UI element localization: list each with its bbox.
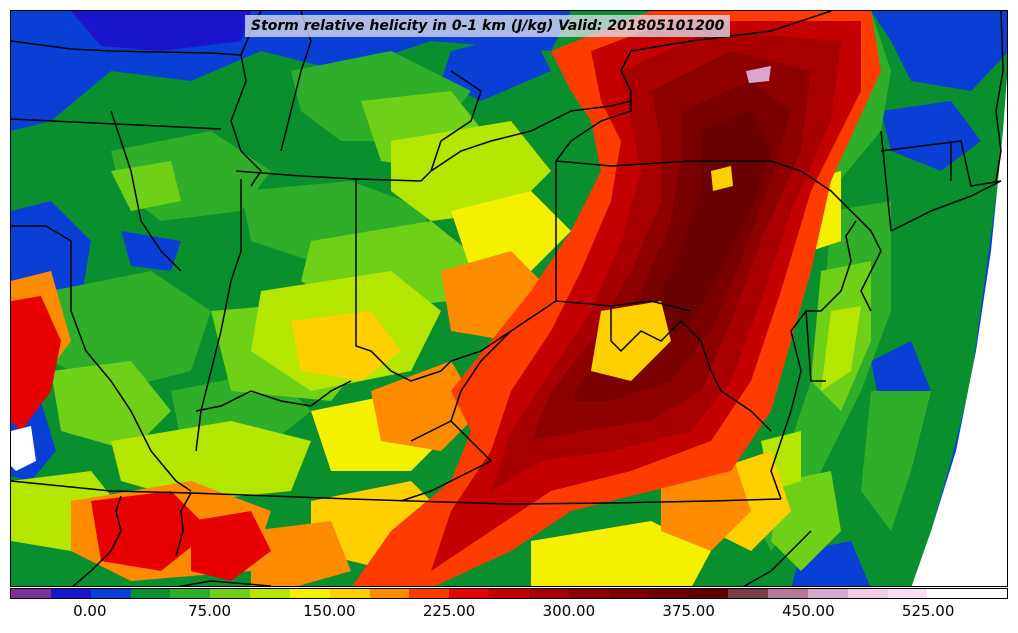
colorbar-swatch (289, 589, 330, 598)
colorbar-swatch (210, 589, 251, 598)
colorbar-tick-label: 150.00 (303, 602, 356, 620)
colorbar-swatch (608, 589, 649, 598)
map-frame (10, 10, 1008, 587)
colorbar-swatch (250, 589, 290, 598)
colorbar-tick-label: 525.00 (901, 602, 955, 620)
colorbar-swatch (648, 589, 689, 598)
colorbar-swatch (768, 589, 808, 598)
colorbar-tick-label: 450.00 (782, 602, 835, 620)
colorbar-swatch (130, 589, 171, 598)
colorbar-swatch (807, 589, 848, 598)
colorbar-swatch (449, 589, 490, 598)
colorbar-swatch (369, 589, 410, 598)
colorbar-swatch (329, 589, 370, 598)
colorbar (10, 588, 1008, 599)
colorbar-swatch (927, 589, 968, 598)
colorbar-tick-label: 300.00 (542, 602, 596, 620)
colorbar-swatch (90, 589, 131, 598)
colorbar-swatch (50, 589, 91, 598)
colorbar-swatch (967, 589, 1008, 598)
colorbar-tick-label: 75.00 (188, 602, 232, 620)
colorbar-swatch (728, 589, 769, 598)
colorbar-swatch (688, 589, 729, 598)
helicity-map (11, 11, 1007, 586)
colorbar-swatch (489, 589, 529, 598)
colorbar-swatch (11, 589, 51, 598)
colorbar-tick-label: 225.00 (422, 602, 476, 620)
colorbar-swatch (847, 589, 888, 598)
map-title: Storm relative helicity in 0-1 km (J/kg)… (245, 15, 731, 37)
colorbar-swatch (170, 589, 211, 598)
colorbar-swatch (409, 589, 450, 598)
colorbar-swatch (568, 589, 609, 598)
colorbar-tick-label: 0.00 (73, 602, 107, 620)
colorbar-tick-label: 375.00 (662, 602, 715, 620)
colorbar-swatch (528, 589, 569, 598)
political-boundaries (11, 11, 1004, 586)
colorbar-swatch (887, 589, 928, 598)
colorbar-tick-labels: 0.00 75.00 150.00 225.00 300.00 375.00 450.00 5… (10, 602, 1008, 626)
